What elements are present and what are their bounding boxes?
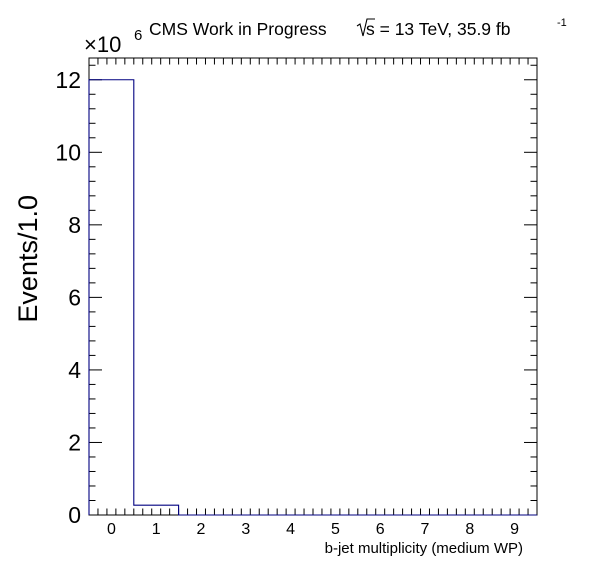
y-multiplier-base: ×10 [84, 32, 121, 57]
energy-lumi-label: s = 13 TeV, 35.9 fb [366, 19, 511, 39]
x-tick-label: 5 [331, 521, 340, 538]
x-tick-label: 2 [197, 521, 206, 538]
x-tick-label: 8 [465, 521, 474, 538]
x-tick-label: 0 [107, 521, 116, 538]
y-tick-label: 0 [68, 502, 81, 528]
x-axis-ticks [89, 58, 537, 515]
x-tick-label: 3 [241, 521, 250, 538]
y-axis-label: Events/1.0 [13, 195, 43, 323]
y-multiplier-exponent: 6 [134, 27, 142, 44]
x-tick-label: 6 [376, 521, 385, 538]
y-axis-tick-labels: 0 2 4 6 8 10 12 [55, 67, 81, 528]
x-tick-label: 9 [510, 521, 519, 538]
x-tick-label: 4 [286, 521, 295, 538]
x-axis-tick-labels: 0 1 2 3 4 5 6 7 8 9 [107, 521, 519, 538]
plot-frame [89, 58, 537, 515]
y-tick-label: 12 [55, 67, 81, 93]
y-axis-ticks [89, 65, 537, 515]
histogram-bin [134, 505, 179, 515]
y-tick-label: 4 [68, 357, 81, 383]
histogram-outline [89, 80, 537, 515]
y-tick-label: 10 [55, 139, 81, 165]
x-axis-label: b-jet multiplicity (medium WP) [325, 540, 523, 557]
y-tick-label: 8 [68, 212, 81, 238]
y-tick-label: 6 [68, 284, 81, 310]
x-tick-label: 7 [421, 521, 430, 538]
chart-title: CMS Work in Progress [149, 19, 327, 39]
lumi-exponent: -1 [557, 17, 567, 29]
y-tick-label: 2 [68, 429, 81, 455]
x-tick-label: 1 [152, 521, 161, 538]
